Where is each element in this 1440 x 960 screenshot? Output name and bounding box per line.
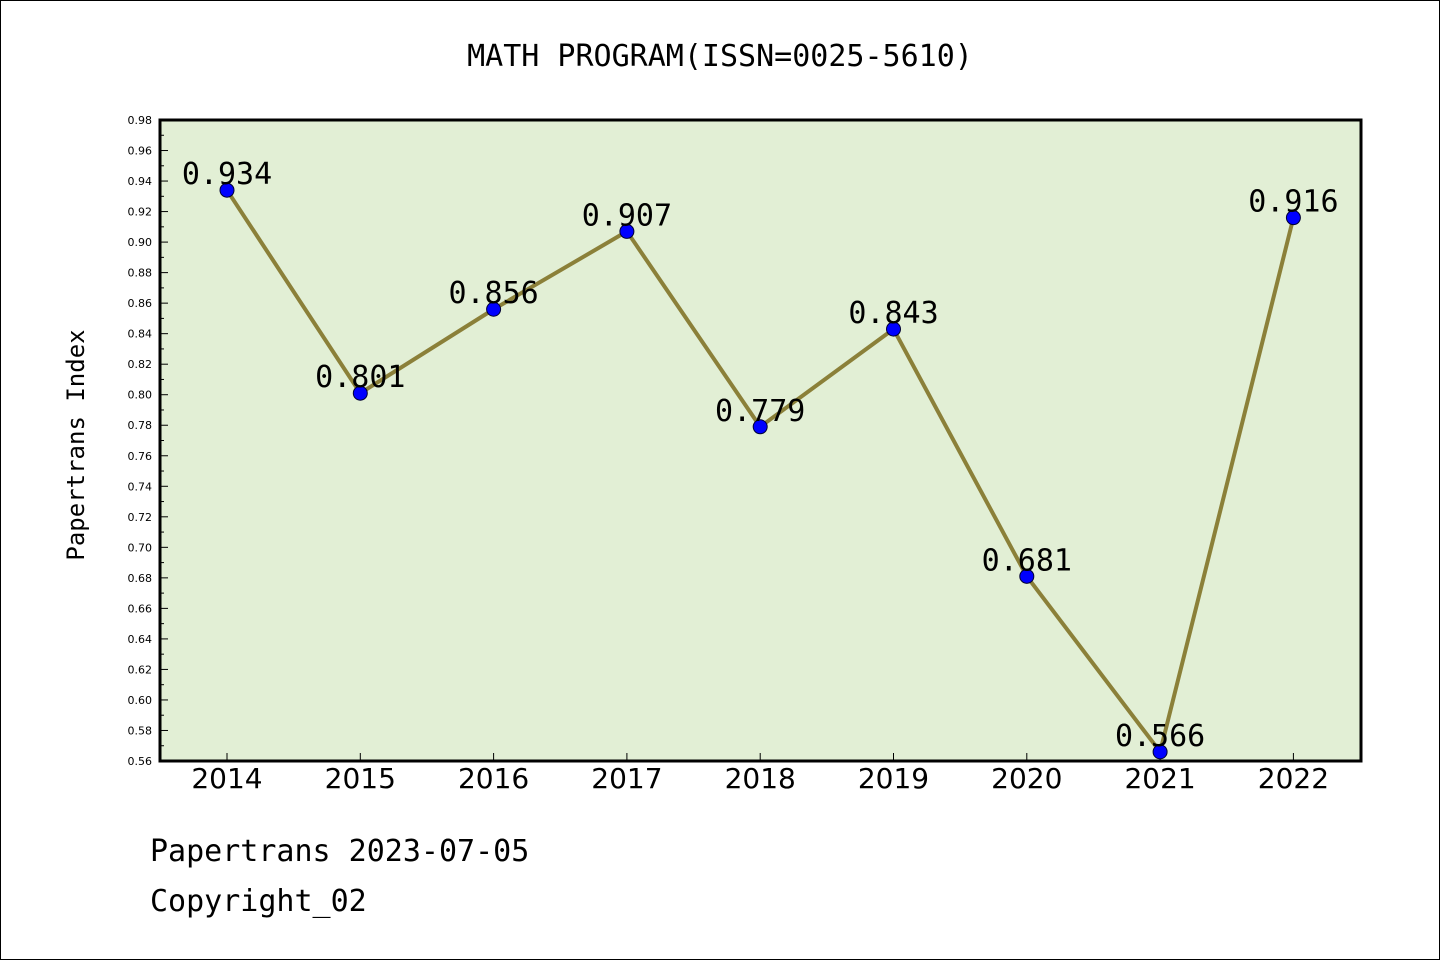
x-tick-label: 2022 [1258,762,1329,795]
y-tick-label: 0.62 [128,663,153,676]
data-label: 0.843 [848,296,938,331]
data-label: 0.801 [315,360,405,395]
y-tick-label: 0.58 [128,724,153,737]
data-label: 0.916 [1248,185,1338,220]
x-axis: 2014 2015 2016 2017 2018 2019 2020 2021 2022 [191,753,1329,795]
plot-area [158,118,1363,763]
y-tick-label: 0.98 [128,114,153,127]
y-tick-label: 0.76 [128,450,153,463]
x-tick-label: 2019 [858,762,929,795]
data-point [1152,744,1168,760]
y-tick-label: 0.66 [128,602,153,615]
y-tick-label: 0.70 [128,541,153,554]
data-point [886,321,901,337]
x-tick-label: 2017 [591,762,662,795]
x-tick-label: 2021 [1124,762,1195,795]
y-axis: 0.56 0.58 0.60 0.62 0.64 0.66 0.68 0.70 0.72 0.74… [128,114,168,768]
y-tick-label: 0.78 [128,419,153,432]
y-tick-label: 0.84 [128,328,153,341]
data-label: 0.779 [715,394,805,429]
data-point [352,385,368,401]
y-axis-label: Papertrans Index [62,329,90,560]
data-label: 0.681 [982,543,1072,578]
y-tick-label: 0.96 [128,145,153,158]
y-tick-label: 0.64 [128,633,153,646]
data-label: 0.566 [1115,719,1205,754]
y-tick-label: 0.72 [128,511,153,524]
data-label: 0.934 [182,157,272,192]
y-tick-label: 0.68 [128,572,153,585]
y-tick-label: 0.90 [128,236,153,249]
footer-copyright: Copyright_02 [150,884,367,919]
x-tick-label: 2014 [191,762,262,795]
y-tick-label: 0.60 [128,694,153,707]
y-tick-label: 0.56 [128,755,153,768]
y-tick-label: 0.86 [128,297,153,310]
footer-date: Papertrans 2023-07-05 [150,834,530,869]
data-point [219,182,235,198]
x-tick-label: 2018 [725,762,796,795]
chart-title: MATH PROGRAM(ISSN=0025-5610) [467,39,973,74]
data-label: 0.856 [448,276,538,311]
data-point [619,223,635,239]
data-label: 0.907 [582,198,672,233]
y-tick-label: 0.92 [128,206,153,219]
y-tick-label: 0.74 [128,480,153,493]
y-tick-label: 0.94 [128,175,153,188]
data-point [1019,568,1035,584]
data-labels: 0.934 0.801 0.856 0.907 0.779 0.843 0.681 0.566… [182,157,1339,754]
x-tick-label: 2015 [325,762,396,795]
x-tick-label: 2016 [458,762,529,795]
x-tick-label: 2020 [991,762,1062,795]
data-point [486,301,502,317]
data-point [752,419,768,435]
series-layer [219,182,1301,760]
y-tick-label: 0.88 [128,267,153,280]
data-point [1285,210,1301,226]
y-tick-label: 0.82 [128,358,153,371]
y-tick-label: 0.80 [128,389,153,402]
